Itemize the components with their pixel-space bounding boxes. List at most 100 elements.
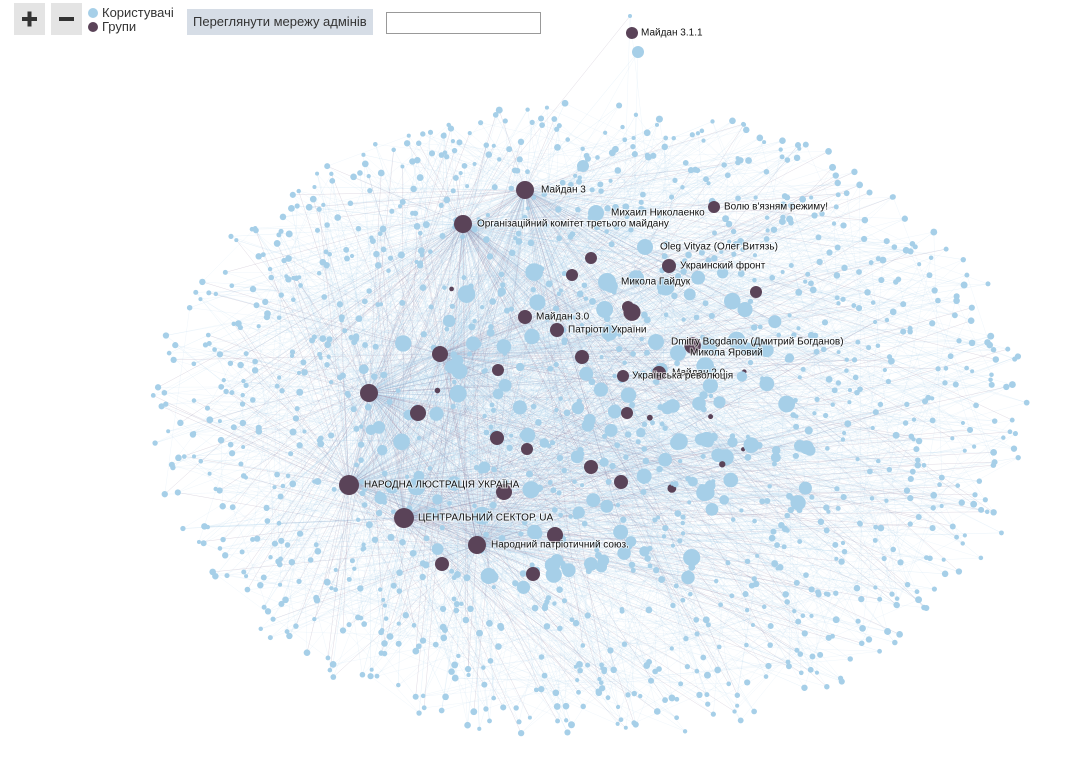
node — [743, 437, 760, 453]
edge — [647, 254, 734, 321]
node — [661, 253, 668, 260]
edge — [770, 315, 790, 626]
edge — [439, 271, 535, 355]
edge — [390, 258, 441, 355]
node — [794, 142, 802, 149]
node — [714, 666, 722, 674]
edge — [664, 256, 800, 542]
edge — [418, 544, 478, 647]
edge — [501, 230, 768, 539]
edge — [418, 233, 519, 647]
node — [670, 543, 675, 548]
node — [915, 596, 923, 604]
node — [671, 292, 678, 300]
node — [598, 680, 604, 686]
edge — [368, 120, 733, 394]
node — [694, 668, 700, 674]
edge — [833, 223, 838, 298]
node — [316, 438, 322, 443]
edge — [524, 189, 761, 328]
edge — [255, 361, 963, 424]
zoom-out-button[interactable] — [51, 3, 82, 35]
edge — [838, 382, 1011, 432]
node — [315, 171, 320, 176]
node — [804, 426, 813, 435]
edge — [857, 342, 908, 491]
edge — [270, 517, 405, 638]
node — [413, 223, 421, 230]
edge — [348, 484, 827, 595]
node — [900, 328, 907, 335]
edge — [298, 439, 843, 582]
edge — [189, 307, 742, 377]
node — [757, 324, 763, 330]
edge — [291, 527, 933, 563]
edge — [462, 223, 661, 293]
node — [410, 185, 417, 193]
edge — [326, 224, 350, 486]
node — [292, 415, 300, 422]
node — [288, 558, 296, 566]
edge — [316, 359, 996, 598]
edge — [431, 153, 464, 225]
node — [360, 547, 366, 552]
node — [800, 613, 806, 618]
node — [859, 625, 866, 632]
node — [573, 173, 578, 178]
edge — [418, 259, 964, 477]
node — [949, 523, 956, 530]
edge — [570, 184, 833, 405]
node — [561, 598, 568, 604]
edge — [309, 189, 526, 208]
edge — [462, 223, 573, 620]
node — [798, 670, 804, 676]
node — [792, 397, 798, 403]
node — [483, 531, 489, 538]
zoom-in-button[interactable] — [14, 3, 45, 35]
edge — [334, 489, 363, 675]
edge — [409, 189, 526, 509]
edge — [316, 517, 405, 545]
edge — [486, 450, 811, 535]
edge — [422, 544, 478, 564]
node — [723, 472, 739, 488]
edge — [368, 392, 580, 402]
node — [902, 420, 909, 426]
node — [479, 305, 485, 310]
edge — [348, 124, 449, 396]
edge — [173, 353, 441, 361]
edge — [524, 189, 633, 565]
search-input[interactable] — [386, 12, 541, 34]
edge — [300, 285, 370, 394]
edge — [348, 128, 452, 486]
node — [914, 461, 922, 469]
edge — [363, 544, 478, 549]
edge — [439, 292, 868, 355]
node — [412, 647, 420, 655]
edge — [348, 293, 501, 486]
node — [461, 275, 467, 281]
edge — [479, 482, 551, 729]
node — [967, 317, 975, 325]
admins-button[interactable]: Переглянути мережу адмінів — [187, 9, 373, 35]
edge — [524, 189, 763, 502]
edge — [537, 302, 678, 514]
edge — [891, 360, 994, 513]
edge — [620, 378, 789, 663]
edge — [368, 384, 956, 394]
edge — [614, 375, 995, 422]
edge — [453, 544, 478, 600]
edge — [439, 353, 830, 380]
edge — [319, 273, 495, 470]
edge — [242, 403, 350, 486]
node — [527, 715, 532, 720]
edge — [524, 162, 738, 191]
edge — [615, 149, 736, 245]
node — [294, 406, 300, 412]
edge — [376, 253, 681, 462]
node — [361, 621, 368, 627]
edge — [476, 430, 612, 546]
node — [643, 662, 651, 669]
edge — [348, 301, 366, 486]
edge — [368, 392, 482, 472]
